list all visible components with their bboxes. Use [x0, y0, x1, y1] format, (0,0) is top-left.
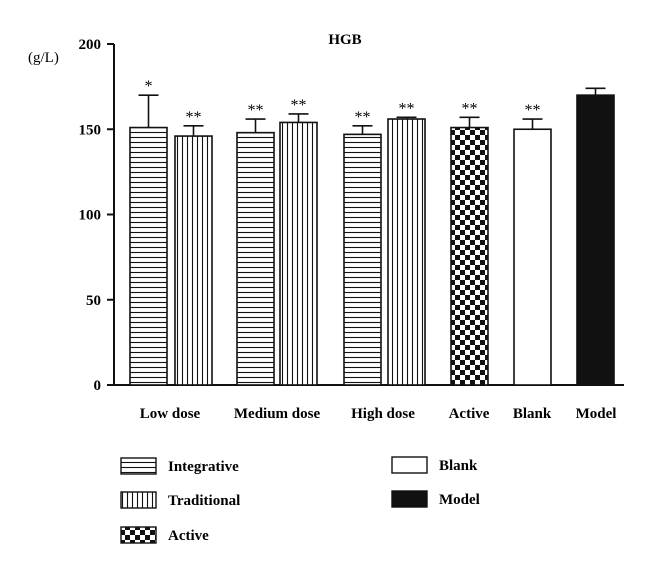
significance-label: *	[145, 78, 153, 95]
y-tick-label: 100	[79, 208, 102, 224]
x-tick-label: Medium dose	[234, 406, 321, 422]
significance-label: **	[291, 97, 307, 114]
bar-model-model	[576, 94, 615, 386]
bars: *** ** ****** ** **	[129, 78, 615, 386]
bar-low-dose-traditional	[174, 135, 213, 386]
bar-high-dose-integrative	[343, 133, 382, 386]
bar-medium-dose-integrative	[236, 131, 275, 386]
y-tick-label: 200	[79, 37, 102, 53]
significance-label: **	[399, 100, 415, 117]
significance-label: **	[462, 100, 478, 117]
y-tick-label: 0	[94, 378, 102, 394]
legend-swatch-active	[120, 526, 157, 544]
legend-label-integrative: Integrative	[168, 459, 239, 475]
legend: Integrative Traditional Active Blank Model	[120, 456, 480, 544]
bar-blank-blank	[513, 128, 552, 386]
significance-label: **	[355, 109, 371, 126]
x-tick-label: Low dose	[140, 406, 201, 422]
bar-low-dose-integrative	[129, 126, 168, 386]
significance-label: **	[248, 102, 264, 119]
legend-label-active: Active	[168, 528, 209, 544]
significance-label: **	[525, 102, 541, 119]
legend-swatch-model	[391, 490, 428, 508]
legend-label-traditional: Traditional	[168, 493, 240, 509]
legend-swatch-blank	[391, 456, 428, 474]
bar-medium-dose-traditional	[279, 121, 318, 386]
legend-swatch-integrative	[120, 457, 157, 475]
legend-swatch-traditional	[120, 491, 157, 509]
x-tick-label: High dose	[351, 406, 415, 422]
legend-label-model: Model	[439, 492, 480, 508]
x-tick-label: Model	[576, 406, 617, 422]
x-tick-label: Active	[449, 406, 490, 422]
significance-label: **	[186, 109, 202, 126]
bar-high-dose-traditional	[387, 118, 426, 386]
y-tick-label: 50	[86, 293, 101, 309]
y-axis-unit-label: (g/L)	[28, 50, 59, 66]
y-tick-label: 150	[79, 122, 102, 138]
legend-label-blank: Blank	[439, 458, 478, 474]
x-tick-labels: Low dose Medium dose High dose Active Blank M…	[140, 406, 617, 422]
x-tick-label: Blank	[513, 406, 552, 422]
chart-title: HGB	[328, 32, 361, 48]
bar-active-active	[450, 126, 489, 386]
y-ticks: 0 50 100 150 200	[79, 37, 114, 394]
